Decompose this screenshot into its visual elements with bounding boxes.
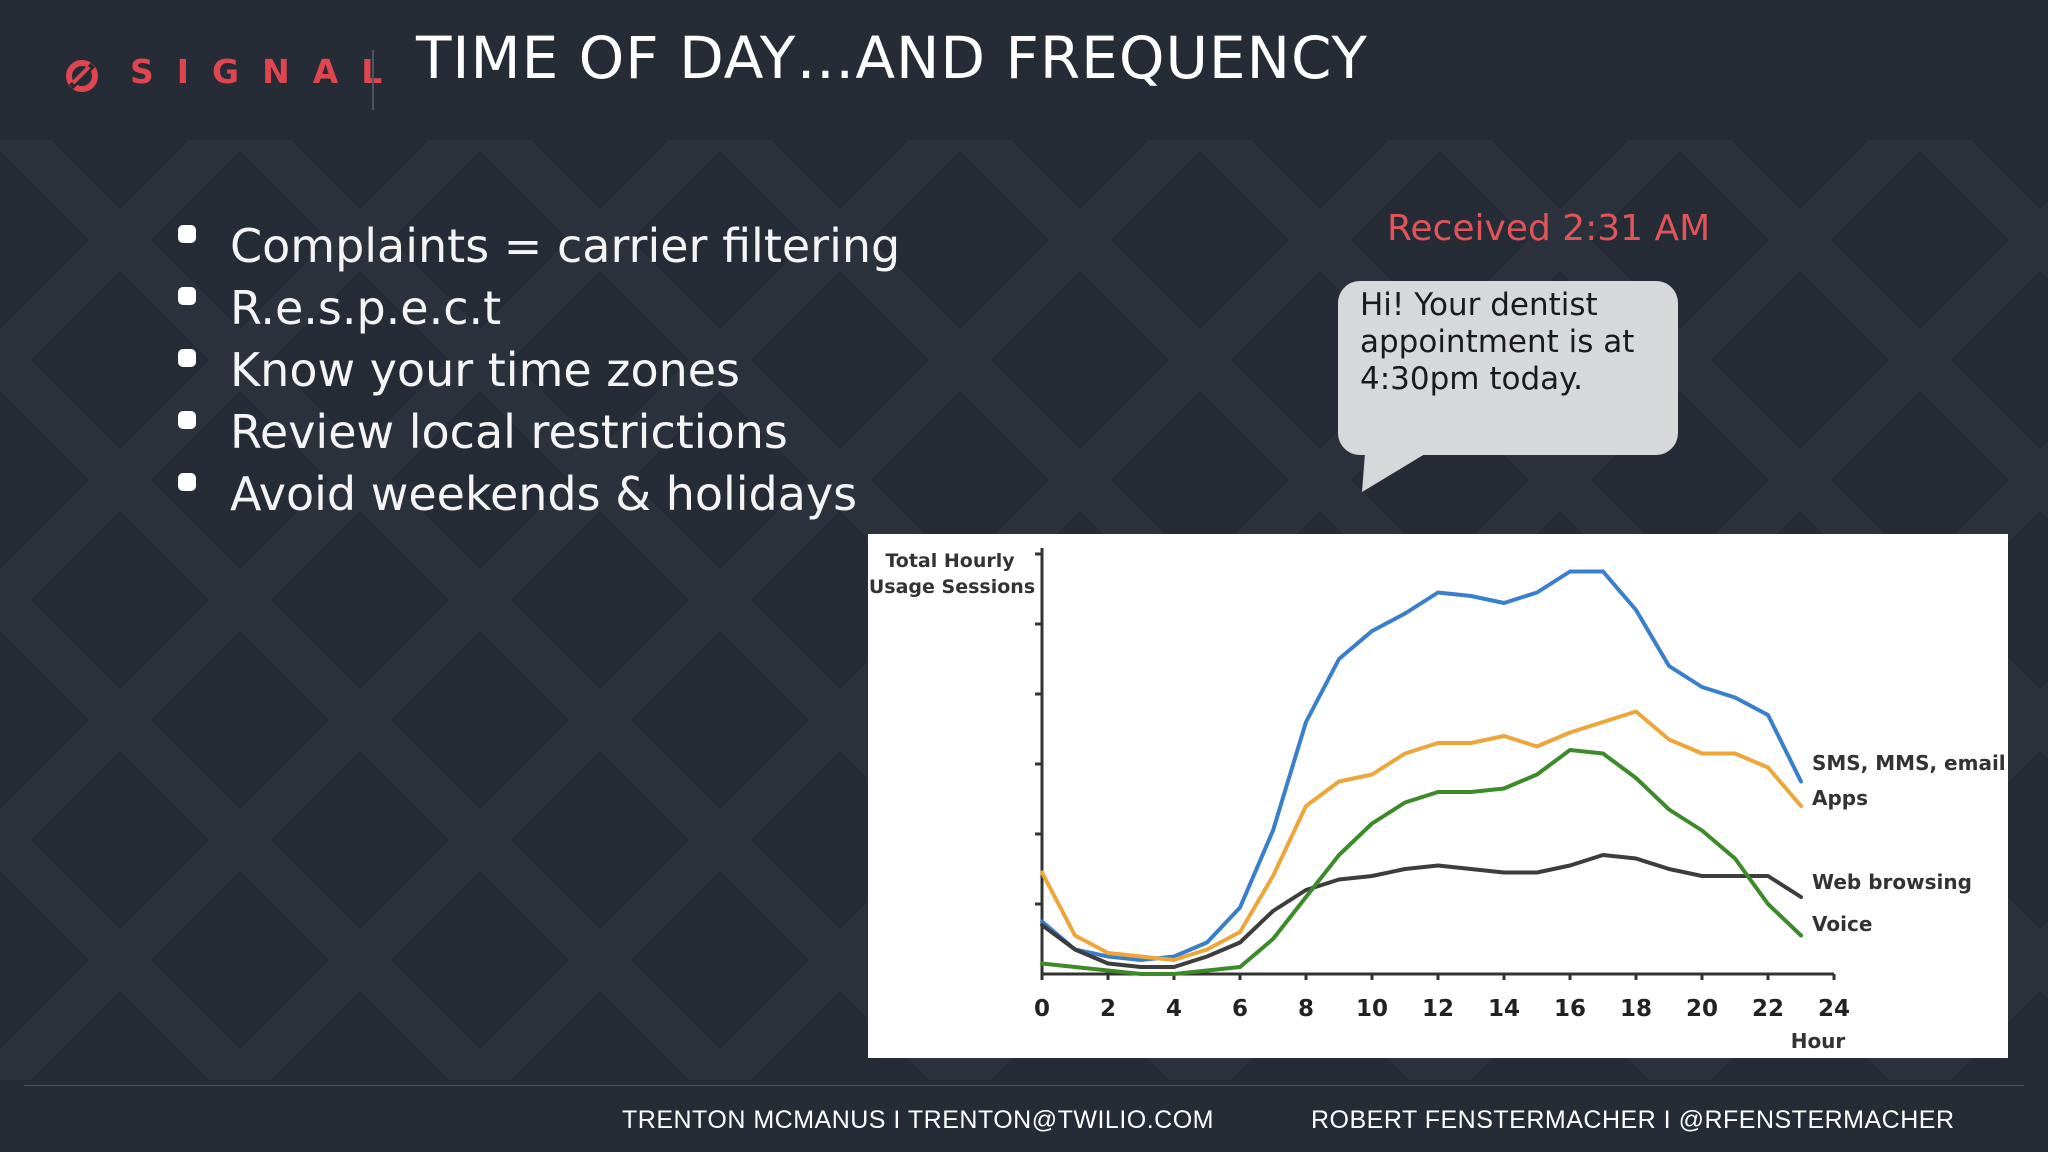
x-tick-label: 16 [1554,996,1586,1022]
bullet-text: Know your time zones [230,343,741,397]
bullet-list: Complaints = carrier filtering R.e.s.p.e… [174,215,900,525]
x-tick-label: 8 [1298,996,1314,1022]
x-axis-title: Hour [1791,1029,1846,1053]
series-label: Web browsing [1812,870,1972,894]
x-tick-label: 10 [1356,996,1388,1022]
series-line [1040,709,1803,962]
bullet-dot [178,287,196,305]
series-label: SMS, MMS, email [1812,751,2006,775]
signal-logo-icon [66,60,98,92]
bullet-dot [178,473,196,491]
bullet-item: Review local restrictions [174,401,900,463]
logo-text: SIGNAL [130,52,406,91]
bullet-item: Avoid weekends & holidays [174,463,900,525]
footer-rule [24,1085,2024,1086]
bullet-text: Complaints = carrier filtering [230,219,901,273]
x-tick-label: 6 [1232,996,1248,1022]
bullet-item: R.e.s.p.e.c.t [174,277,900,339]
x-tick-label: 20 [1686,996,1718,1022]
slide-title: TIME OF DAY…AND FREQUENCY [416,24,1368,92]
message-text: Hi! Your dentist appointment is at 4:30p… [1360,287,1635,397]
bullet-item: Complaints = carrier filtering [174,215,900,277]
x-tick-label: 4 [1166,996,1182,1022]
bullet-text: Avoid weekends & holidays [230,467,858,521]
y-axis-title: Usage Sessions [869,576,1035,598]
y-axis-title: Total Hourly [885,550,1015,572]
footer-presenter-left: TRENTON MCMANUS I TRENTON@TWILIO.COM [622,1106,1214,1134]
bullet-dot [178,411,196,429]
series-label: Voice [1812,912,1872,936]
series-line [1040,853,1803,969]
header-divider [372,50,374,110]
x-tick-label: 22 [1752,996,1784,1022]
received-timestamp: Received 2:31 AM [1387,208,1711,249]
bullet-dot [178,349,196,367]
bullet-dot [178,225,196,243]
series-label: Apps [1812,786,1868,810]
series-line [1040,569,1803,962]
x-tick-label: 0 [1034,996,1050,1022]
speech-bubble: Hi! Your dentist appointment is at 4:30p… [1338,281,1678,455]
bullet-text: Review local restrictions [230,405,788,459]
x-tick-label: 2 [1100,996,1116,1022]
x-tick-label: 24 [1818,996,1850,1022]
x-tick-label: 14 [1488,996,1520,1022]
x-tick-label: 18 [1620,996,1652,1022]
bullet-item: Know your time zones [174,339,900,401]
footer-presenter-right: ROBERT FENSTERMACHER I @RFENSTERMACHER [1311,1106,1955,1134]
bullet-text: R.e.s.p.e.c.t [230,281,502,335]
usage-chart: 0 2 4 6 8 10 12 14 16 18 20 22 24 Total Hourly Usage S… [868,534,2008,1058]
series-line [1040,748,1803,976]
x-tick-label: 12 [1422,996,1454,1022]
